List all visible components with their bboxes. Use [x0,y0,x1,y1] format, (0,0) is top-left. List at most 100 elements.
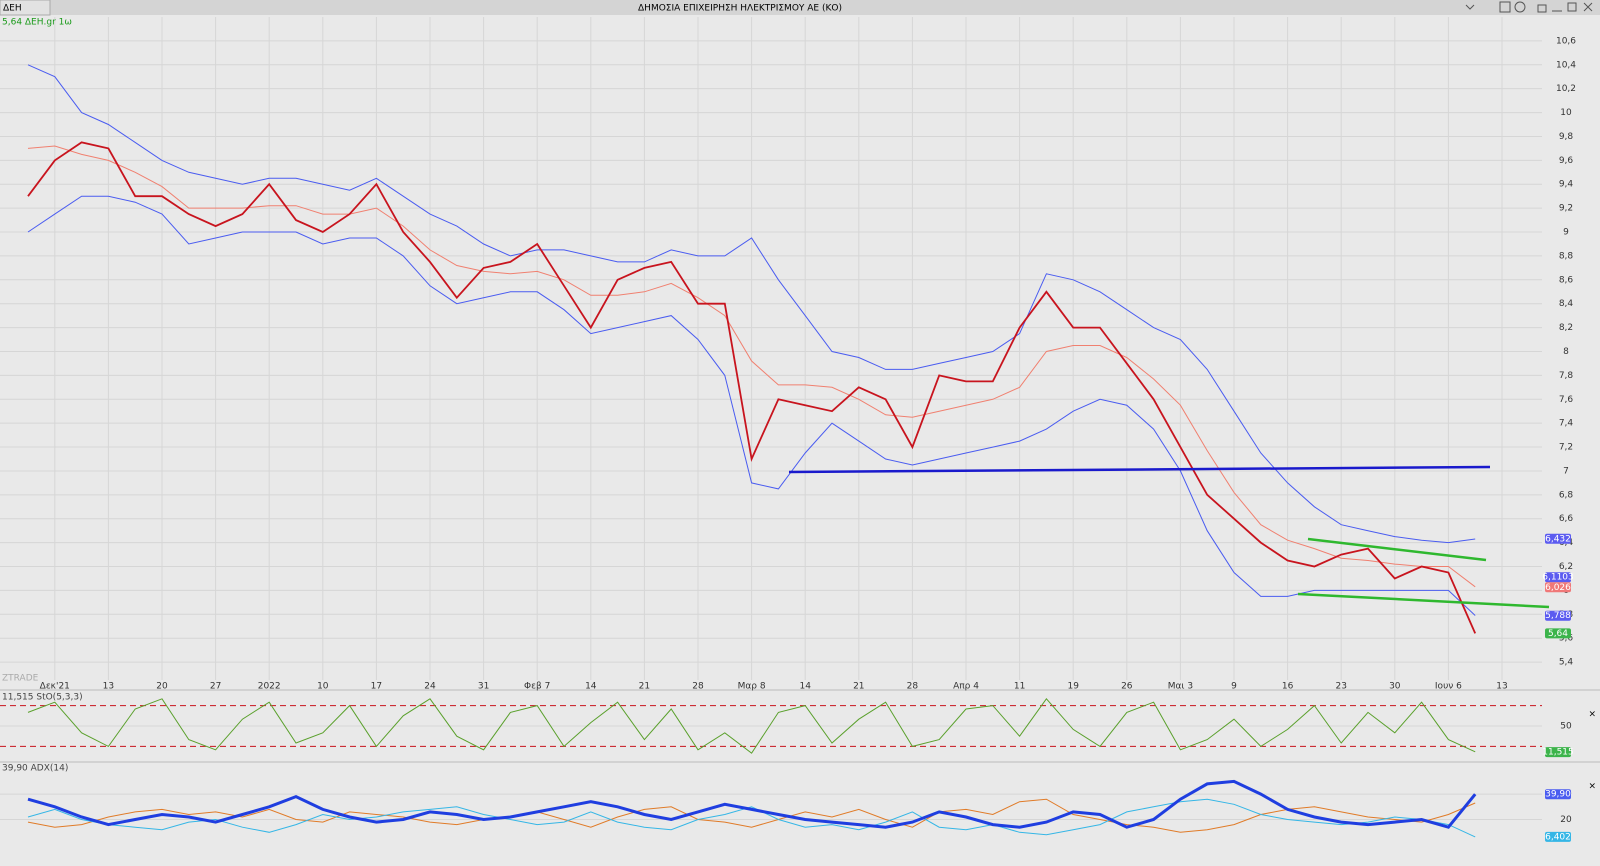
y-tick-label: 6,8 [1559,490,1574,500]
series-line [27,195,1476,616]
y-tick-label: 10,2 [1556,84,1576,94]
y-tick-label: 50 [1560,722,1572,732]
y-tick-label: 7,8 [1559,371,1574,381]
x-tick-label: 28 [692,682,704,692]
series-line [27,141,1477,634]
y-tick-label: 8 [1563,347,1569,357]
x-tick-label: Δεκ'21 [40,682,70,692]
x-tick-label: 14 [799,682,811,692]
y-tick-label: 6,2 [1559,562,1573,572]
window-controls[interactable] [1465,1,1593,13]
help-button[interactable] [1514,1,1526,13]
price-tag [1545,610,1571,621]
y-tick-label: 6,6 [1559,514,1574,524]
x-tick-label: 16 [1282,682,1294,692]
x-tick-label: 30 [1389,682,1401,692]
y-tick-label: 5,6 [1559,634,1574,644]
maximize-button[interactable] [1567,2,1577,12]
close-button[interactable] [1583,2,1593,12]
price-tag [1545,831,1571,842]
price-tag-label: 5,64 [1548,629,1568,639]
panel-close[interactable]: × [1588,782,1596,792]
price-tag [1545,582,1571,593]
y-tick-label: 8,8 [1559,251,1574,261]
y-tick-label: 8,2 [1559,323,1573,333]
price-tag-label: 6,402 [1545,832,1571,842]
y-tick-label: 10 [1560,108,1572,118]
dropdown[interactable] [1465,4,1475,10]
x-tick-label: 20 [156,682,168,692]
y-tick-label: 7,6 [1559,395,1574,405]
window-title: ΔΗΜΟΣΙΑ ΕΠΙΧΕΙΡΗΣΗ ΗΛΕΚΤΡΙΣΜΟΥ ΑΕ (ΚΟ) [638,4,842,14]
y-tick-label: 9 [1563,228,1569,238]
indicator-legend: 39,90 ADX(14) [2,764,68,774]
y-tick-label: 5,4 [1559,658,1574,668]
layout-button[interactable] [1499,1,1511,13]
x-tick-label: 21 [639,682,650,692]
y-tick-label: 9,2 [1559,204,1573,214]
price-tag-label: 6,1103 [1542,573,1574,583]
indicator-legend: 11,515 StO(5,3,3) [2,693,83,703]
title-bar [0,0,1600,15]
series-line [27,697,1476,754]
watermark: ZTRADE [2,674,39,684]
x-tick-label: 23 [1335,682,1346,692]
x-tick-label: Ιουν 6 [1435,682,1462,692]
x-tick-label: Μαι 3 [1168,682,1193,692]
y-tick-label: 20 [1560,815,1572,825]
price-tag [1545,533,1571,544]
series-line [27,798,1476,833]
indicator-legend: 5,64 ΔΕΗ.gr 1ω [2,18,72,28]
price-tag-label: 6,026 [1545,583,1571,593]
panel-close[interactable]: × [1588,710,1596,720]
price-tag-label: 6,432 [1545,534,1571,544]
y-tick-label: 9,6 [1559,156,1574,166]
x-tick-label: 31 [478,682,489,692]
symbol-box[interactable] [0,0,51,16]
series-line [27,64,1476,544]
series-line [27,779,1477,829]
y-tick-label: 9,8 [1559,132,1574,142]
symbol: ΔΕΗ [3,4,22,14]
price-tag-label: 5,788 [1545,611,1571,621]
channel-upper-trendline [1307,537,1487,562]
x-tick-label: 2022 [258,682,281,692]
price-tag [1545,789,1571,800]
series-line [27,145,1476,588]
lock-button[interactable] [1537,4,1547,13]
x-tick-label: Φεβ 7 [524,682,550,692]
y-tick-label: 7,4 [1559,419,1574,429]
price-tag [1545,628,1571,639]
x-tick-label: 28 [907,682,919,692]
x-tick-label: Απρ 4 [953,682,979,692]
x-tick-label: 9 [1231,682,1237,692]
price-tag-label: 11,515 [1542,748,1574,758]
x-tick-label: 13 [1496,682,1507,692]
x-tick-label: 17 [371,682,382,692]
price-tag [1545,747,1571,758]
price-tag-label: 39,90 [1545,790,1571,800]
x-tick-label: 24 [424,682,436,692]
y-tick-label: 9,4 [1559,180,1574,190]
series-line [27,798,1476,838]
x-tick-label: 14 [585,682,597,692]
y-tick-label: 7 [1563,466,1569,476]
x-tick-label: 27 [210,682,221,692]
channel-lower-trendline [1297,592,1550,609]
x-tick-label: 13 [103,682,114,692]
x-tick-label: 11 [1014,682,1025,692]
y-tick-label: 8,4 [1559,299,1574,309]
y-tick-label: 7,2 [1559,443,1573,453]
support-trendline [788,465,1491,474]
x-tick-label: 19 [1067,682,1079,692]
y-tick-label: 8,6 [1559,275,1574,285]
x-tick-label: 10 [317,682,329,692]
x-tick-label: 26 [1121,682,1133,692]
x-tick-label: 21 [853,682,864,692]
y-tick-label: 10,4 [1556,60,1576,70]
y-tick-label: 10,6 [1556,36,1576,46]
x-tick-label: Μαρ 8 [738,682,766,692]
